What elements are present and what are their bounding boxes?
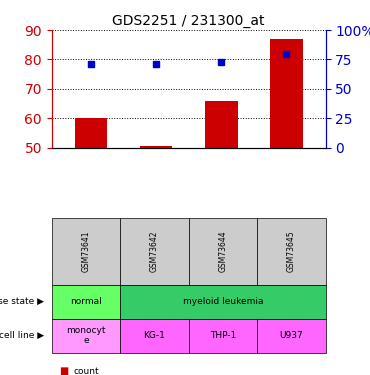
Text: U937: U937 [279,331,303,340]
Text: KG-1: KG-1 [144,331,165,340]
Text: THP-1: THP-1 [210,331,236,340]
Text: normal: normal [70,297,102,306]
Text: cell line ▶: cell line ▶ [0,331,44,340]
Text: GSM73642: GSM73642 [150,231,159,272]
Bar [140,146,172,148]
Text: ■: ■ [59,366,68,375]
Text: monocyt
e: monocyt e [66,326,106,345]
Text: myeloid leukemia: myeloid leukemia [183,297,263,306]
Text: GSM73644: GSM73644 [218,230,228,272]
Text: count: count [74,367,100,375]
Text: GSM73645: GSM73645 [287,230,296,272]
Title: GDS2251 / 231300_at: GDS2251 / 231300_at [112,13,265,28]
Text: disease state ▶: disease state ▶ [0,297,44,306]
Text: GSM73641: GSM73641 [81,231,91,272]
Bar [75,118,107,148]
Bar [205,101,238,148]
Bar [270,39,303,148]
